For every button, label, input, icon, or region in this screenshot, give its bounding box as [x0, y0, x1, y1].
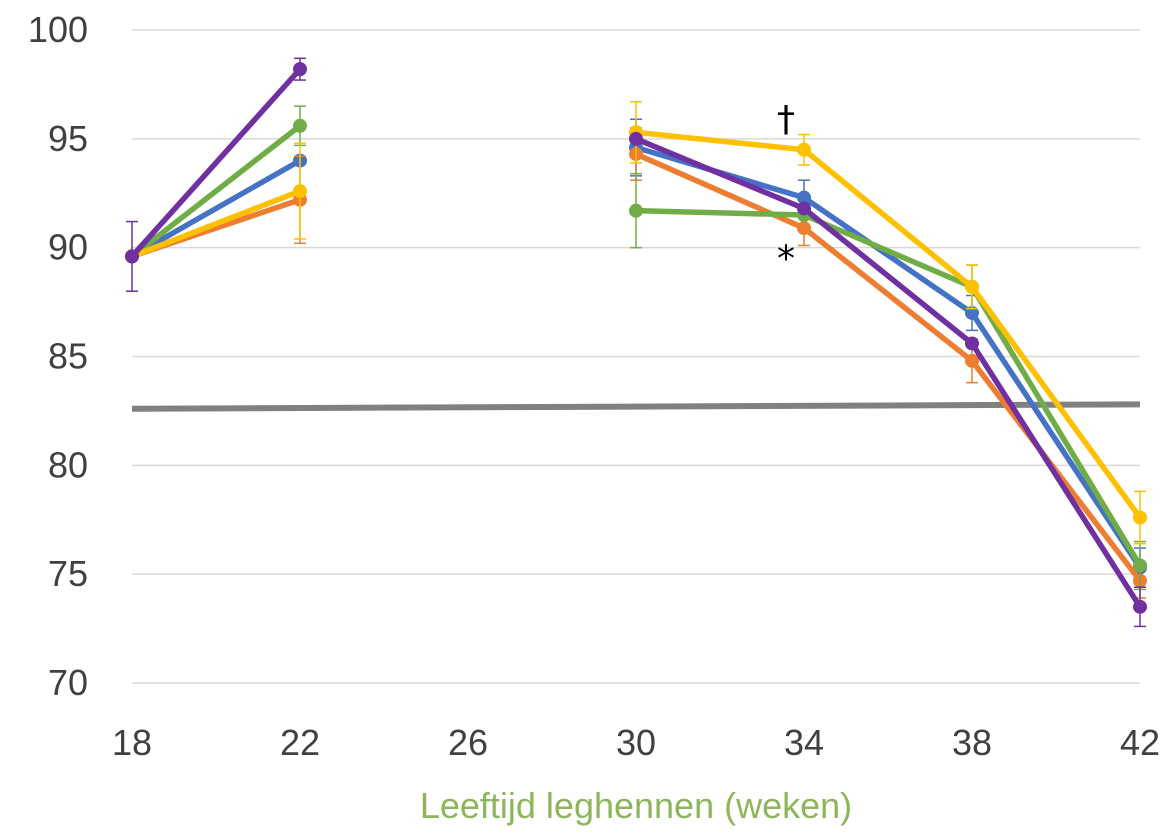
reference-line-group [131, 401, 1141, 412]
y-tick-label-95: 95 [48, 118, 88, 159]
series-3-line-segment-2 [633, 207, 1143, 569]
series-3-line-segment-1 [129, 123, 303, 260]
x-tick-label-26: 26 [448, 722, 488, 763]
series-5-line-segment-1 [129, 66, 303, 260]
series-1-point [797, 190, 811, 205]
series-4-point [797, 142, 811, 157]
series-5-point [1133, 599, 1147, 614]
series-1-point [965, 305, 979, 320]
x-tick-label-30: 30 [616, 722, 656, 763]
series-1-line-segment-1 [129, 157, 303, 260]
series-4-line-segment-2 [633, 129, 1143, 521]
x-tick-label-18: 18 [112, 722, 152, 763]
y-tick-label-100: 100 [28, 9, 88, 50]
series-5-point [797, 201, 811, 216]
annotations: †* [777, 99, 795, 279]
series-2-point [797, 221, 811, 236]
x-tick-label-38: 38 [952, 722, 992, 763]
series-2-point [965, 353, 979, 368]
series-4-line-segment-1 [129, 188, 303, 260]
series-4-point [1133, 510, 1147, 525]
y-tick-label-85: 85 [48, 336, 88, 377]
annotation-1: † [777, 99, 795, 140]
series-group [125, 57, 1147, 628]
y-axis-tick-labels: 70 75 80 85 90 95 100 [28, 9, 88, 703]
series-3-point [629, 203, 643, 218]
reference-line [131, 401, 1141, 412]
y-tick-label-70: 70 [48, 662, 88, 703]
annotation-2: * [777, 239, 795, 280]
series-5-point [629, 131, 643, 146]
y-tick-label-90: 90 [48, 227, 88, 268]
y-tick-label-80: 80 [48, 444, 88, 485]
series-5-point [293, 62, 307, 77]
series-5-point [965, 336, 979, 351]
y-tick-label-75: 75 [48, 553, 88, 594]
series-3-point [293, 118, 307, 133]
series-3-point [1133, 558, 1147, 573]
series-5-point [125, 249, 139, 264]
series-4-point [965, 279, 979, 294]
x-axis-tick-labels: 18 22 26 30 34 38 42 [112, 722, 1160, 763]
series-4-point [293, 184, 307, 199]
series-5-line-segment-2 [633, 136, 1143, 610]
x-tick-label-34: 34 [784, 722, 824, 763]
x-tick-label-42: 42 [1120, 722, 1160, 763]
x-axis-title: Leeftijd leghennen (weken) [420, 785, 852, 826]
x-tick-label-22: 22 [280, 722, 320, 763]
